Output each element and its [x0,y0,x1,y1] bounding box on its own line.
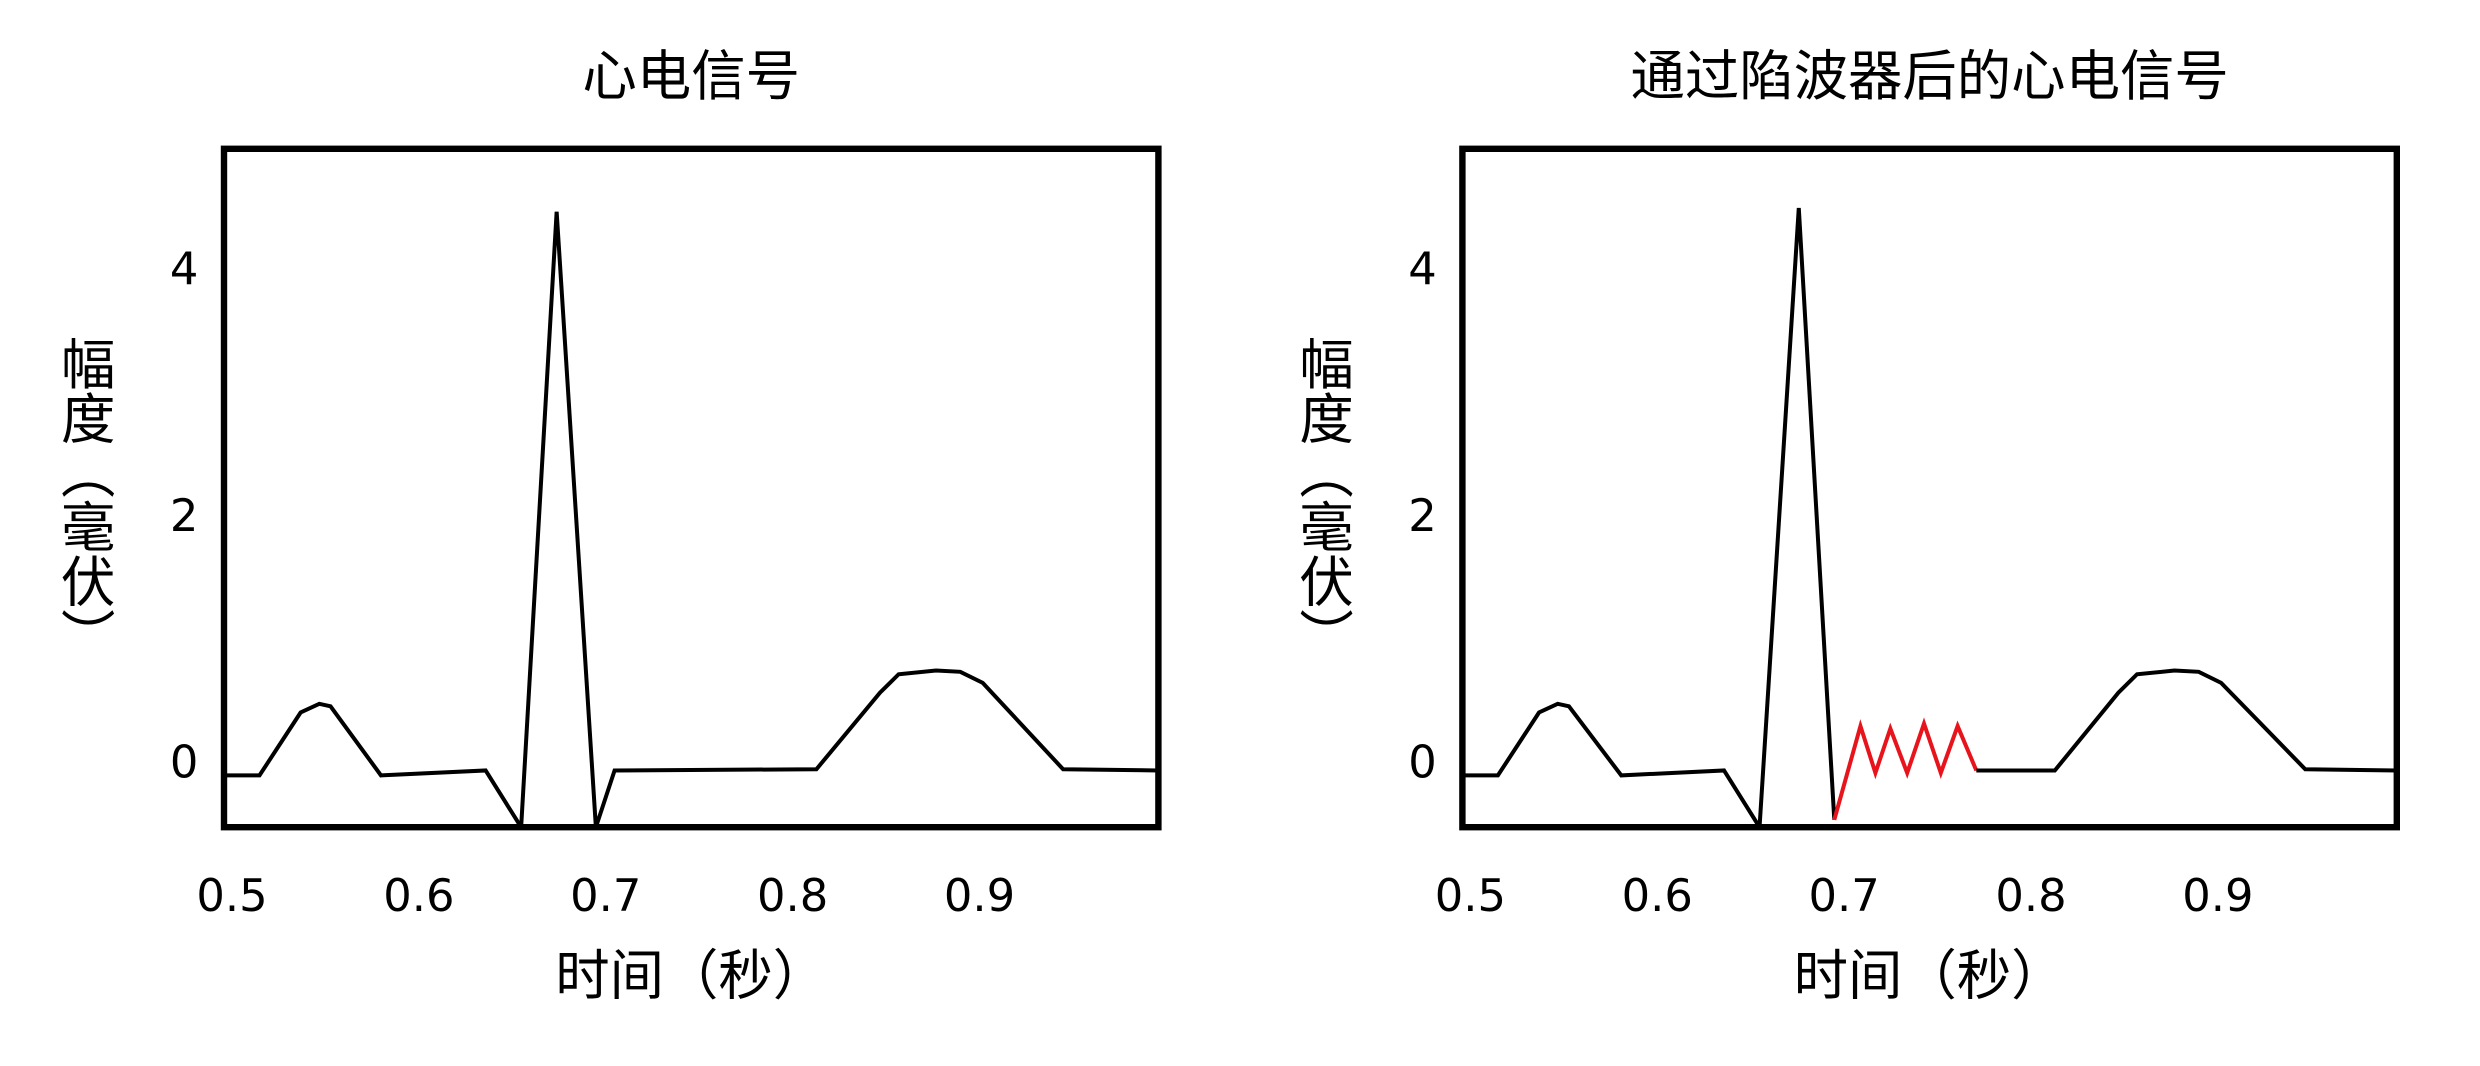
plot-frame [220,145,1162,831]
data-line [1832,717,1979,821]
x-tick-label: 0.5 [196,869,267,922]
x-tick-label: 0.7 [1809,869,1880,922]
x-axis-label: 时间（秒） [555,944,827,1007]
plot-frame [1459,145,2400,831]
x-tick-label: 0.8 [1995,869,2066,922]
data-line [224,211,1159,828]
chart-title: 心电信号 [582,45,800,108]
chart-title: 通过陷波器后的心电信号 [1630,45,2228,108]
y-axis-label: 幅度（毫伏） [52,336,115,662]
y-tick-label: 0 [1408,736,1437,789]
x-tick-label: 0.7 [570,869,641,922]
y-axis-label: 幅度（毫伏） [1290,336,1353,662]
x-axis-label: 时间（秒） [1794,944,2066,1007]
x-tick-label: 0.6 [1622,869,1693,922]
x-tick-label: 0.9 [2182,869,2253,922]
y-tick-label: 4 [170,242,199,295]
y-tick-label: 0 [170,736,199,789]
x-tick-label: 0.8 [757,869,828,922]
y-tick-label: 2 [1408,489,1437,542]
data-line [1462,207,1837,828]
y-tick-label: 2 [170,489,199,542]
x-tick-label: 0.9 [944,869,1015,922]
x-tick-label: 0.5 [1435,869,1506,922]
data-line [1976,668,2397,773]
y-tick-label: 4 [1408,242,1437,295]
x-tick-label: 0.6 [383,869,454,922]
